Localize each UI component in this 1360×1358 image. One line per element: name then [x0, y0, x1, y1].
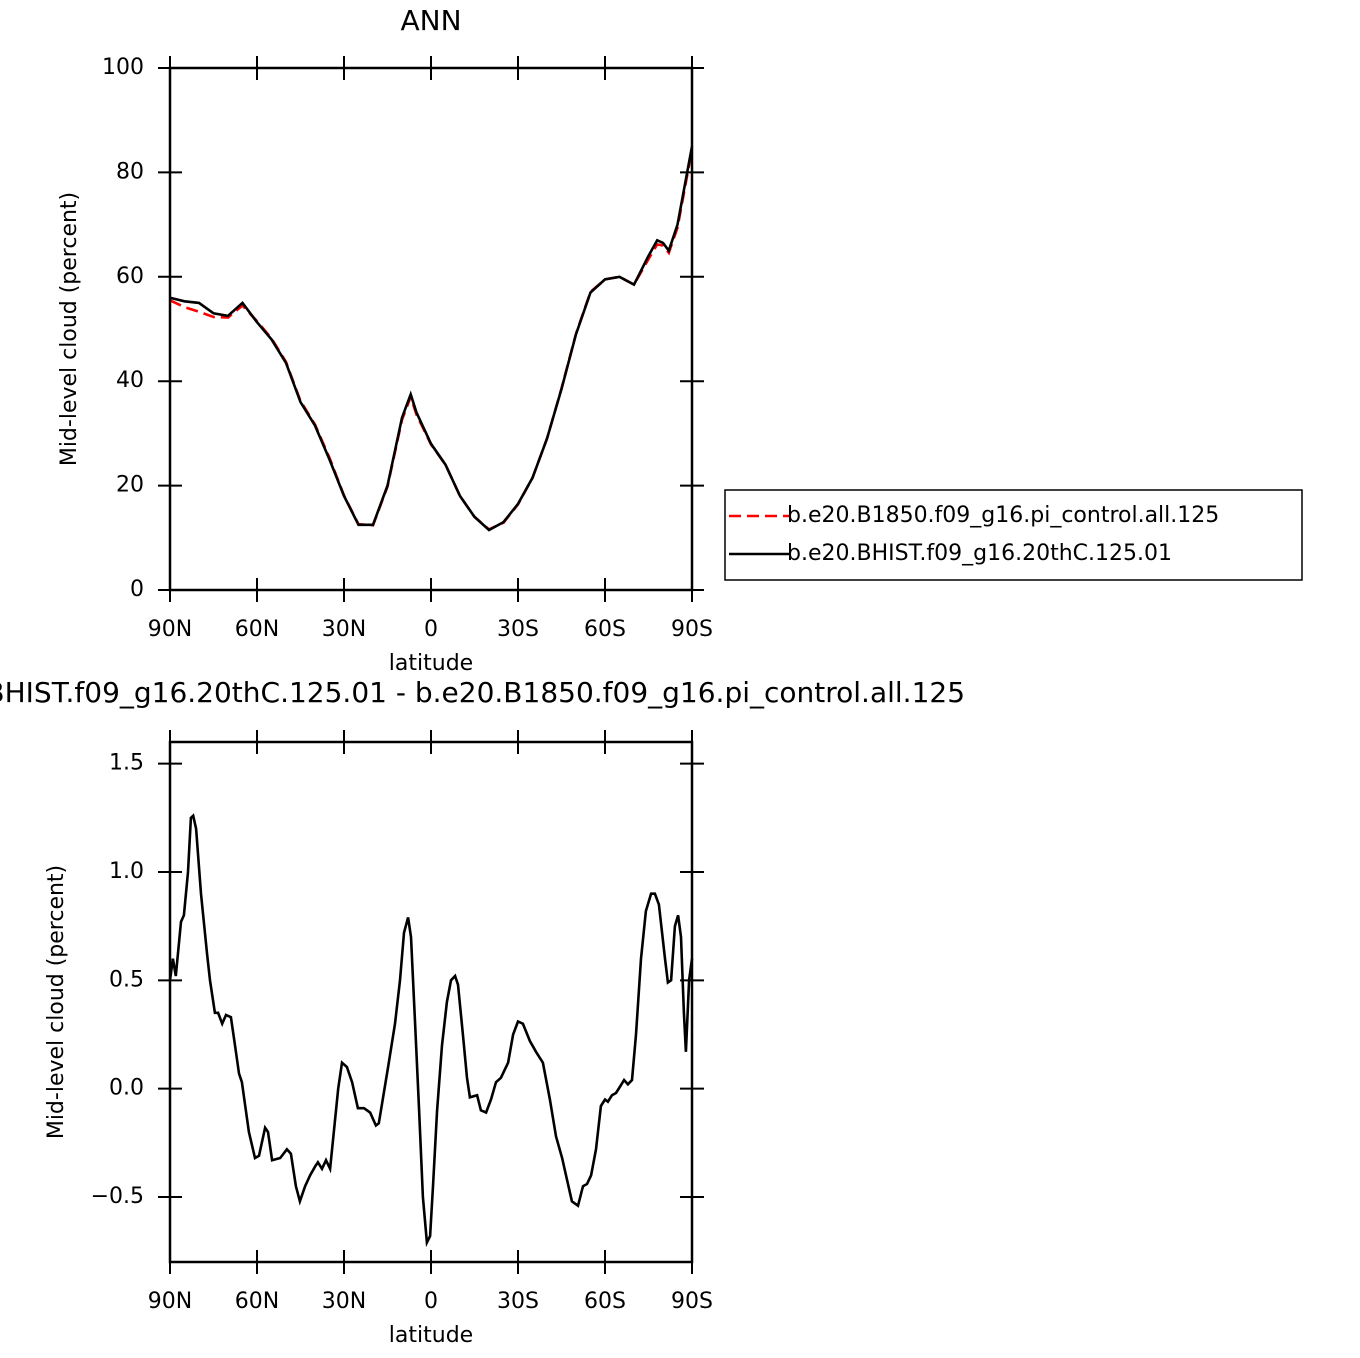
x-tick-label: 30N [322, 617, 366, 642]
x-axis-label: latitude [389, 1323, 473, 1348]
x-tick-label: 60N [235, 1289, 279, 1314]
y-tick-label: 20 [116, 473, 144, 498]
legend-box [724, 489, 1303, 581]
plot-frame [168, 740, 694, 1264]
legend-label: b.e20.B1850.f09_g16.pi_control.all.125 [787, 503, 1219, 528]
y-axis-label: Mid-level cloud (percent) [44, 865, 69, 1139]
y-tick-label: −0.5 [91, 1184, 144, 1209]
x-tick-label: 90N [148, 1289, 192, 1314]
chart-title: b.e20.BHIST.f09_g16.20thC.125.01 - b.e20… [0, 676, 965, 709]
x-tick-label: 60N [235, 617, 279, 642]
y-tick-label: 0.5 [109, 967, 144, 992]
y-tick-label: 0.0 [109, 1076, 144, 1101]
legend-label: b.e20.BHIST.f09_g16.20thC.125.01 [787, 541, 1172, 566]
y-tick-label: 60 [116, 264, 144, 289]
x-axis-label: latitude [389, 651, 473, 676]
y-axis-label: Mid-level cloud (percent) [57, 192, 82, 466]
x-tick-label: 90S [671, 1289, 713, 1314]
series-line [169, 149, 694, 531]
y-tick-label: 40 [116, 368, 144, 393]
x-tick-label: 90N [148, 617, 192, 642]
x-tick-label: 60S [584, 617, 626, 642]
y-tick-label: 80 [116, 159, 144, 184]
y-tick-label: 1.5 [109, 751, 144, 776]
y-tick-label: 1.0 [109, 859, 144, 884]
series-line [168, 813, 694, 1248]
x-tick-label: 60S [584, 1289, 626, 1314]
chart-title: ANN [400, 4, 461, 37]
series-line [169, 146, 694, 532]
x-tick-label: 30S [497, 617, 539, 642]
x-tick-label: 0 [424, 1289, 438, 1314]
plot-frame [168, 66, 694, 592]
x-tick-label: 30S [497, 1289, 539, 1314]
x-tick-label: 30N [322, 1289, 366, 1314]
y-tick-label: 0 [130, 577, 144, 602]
x-tick-label: 0 [424, 617, 438, 642]
y-tick-label: 100 [102, 55, 144, 80]
x-tick-label: 90S [671, 617, 713, 642]
